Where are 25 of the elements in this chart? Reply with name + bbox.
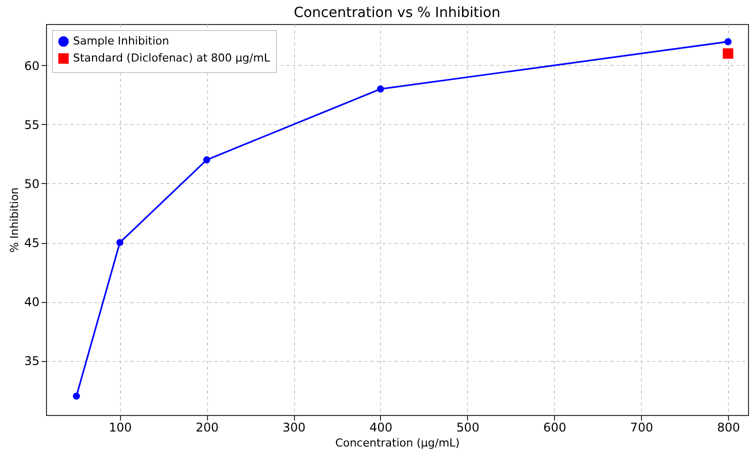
x-tick-label: 400 <box>370 420 392 434</box>
point <box>722 48 734 59</box>
point <box>724 38 732 46</box>
x-tick-label: 300 <box>282 420 306 434</box>
x-tick-label: 700 <box>630 420 654 434</box>
x-tick-label: 800 <box>717 420 740 434</box>
legend-label: Sample Inhibition <box>73 34 170 48</box>
y-tick-label: 35 <box>24 354 40 368</box>
y-tick-label: 45 <box>24 236 40 250</box>
x-tick-label: 200 <box>196 420 219 434</box>
x-tick-label: 100 <box>108 420 132 434</box>
chart-title: Concentration vs % Inhibition <box>294 5 500 21</box>
x-tick-label: 500 <box>456 420 480 434</box>
y-tick-label: 50 <box>24 176 40 191</box>
y-axis-title: % Inhibition <box>8 187 22 253</box>
y-tick-label: 55 <box>24 118 40 132</box>
x-axis-title: Concentration (µg/mL) <box>335 436 460 450</box>
legend-label: Standard (Diclofenac) at 800 µg/mL <box>73 52 271 64</box>
point <box>203 156 210 164</box>
point <box>376 85 384 92</box>
x-tick-label: 600 <box>543 420 566 434</box>
y-tick-label: 40 <box>24 295 40 310</box>
y-tick-label: 60 <box>24 58 40 73</box>
point <box>72 392 80 400</box>
point <box>116 239 124 246</box>
